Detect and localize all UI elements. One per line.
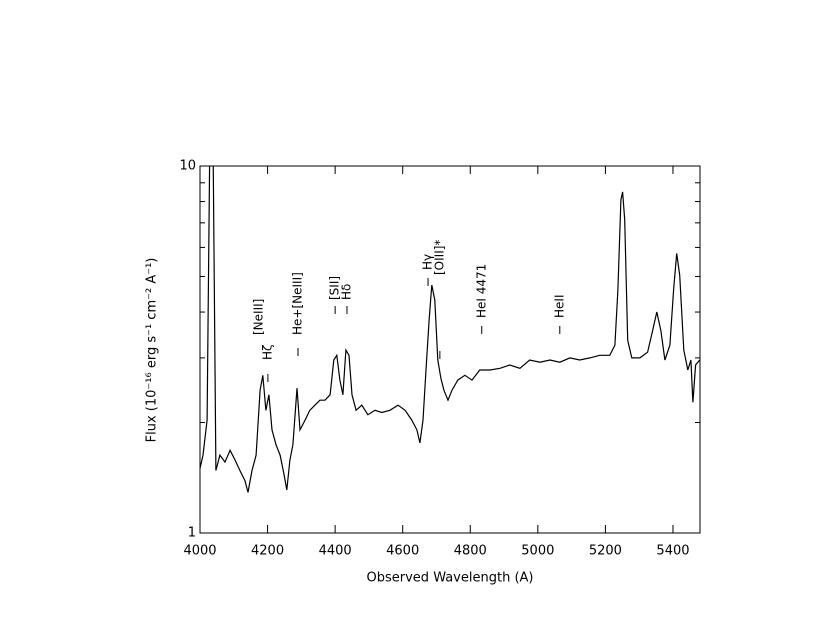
annotation: Hδ bbox=[339, 284, 353, 300]
annotation: HeII bbox=[552, 295, 566, 318]
annotation: Hζ bbox=[260, 344, 274, 360]
x-tick-label: 4000 bbox=[183, 544, 216, 559]
spectrum-line bbox=[200, 166, 700, 493]
x-tick-label: 4400 bbox=[319, 544, 352, 559]
annotation: HeI 4471 bbox=[474, 264, 488, 318]
annotation: [SII] bbox=[328, 276, 342, 300]
annotation: [NeIII] bbox=[252, 299, 266, 335]
y-tick-label: 1 bbox=[188, 526, 196, 541]
x-tick-label: 5000 bbox=[521, 544, 554, 559]
plot-frame bbox=[199, 165, 701, 534]
plot-area bbox=[200, 166, 700, 493]
annotation: [OIII]* bbox=[432, 240, 446, 275]
x-tick-label: 4200 bbox=[251, 544, 284, 559]
y-axis-label: Flux (10⁻¹⁶ erg s⁻¹ cm⁻² A⁻¹) bbox=[145, 258, 160, 443]
x-tick-label: 5200 bbox=[589, 544, 622, 559]
x-axis-label: Observed Wavelength (A) bbox=[367, 571, 534, 586]
annotation: He+[NeIII] bbox=[290, 272, 304, 335]
x-tick-label: 4600 bbox=[386, 544, 419, 559]
y-tick-label: 10 bbox=[179, 159, 196, 174]
annotation: Hγ bbox=[421, 254, 435, 270]
x-tick-label: 5400 bbox=[656, 544, 689, 559]
x-tick-label: 4800 bbox=[454, 544, 487, 559]
